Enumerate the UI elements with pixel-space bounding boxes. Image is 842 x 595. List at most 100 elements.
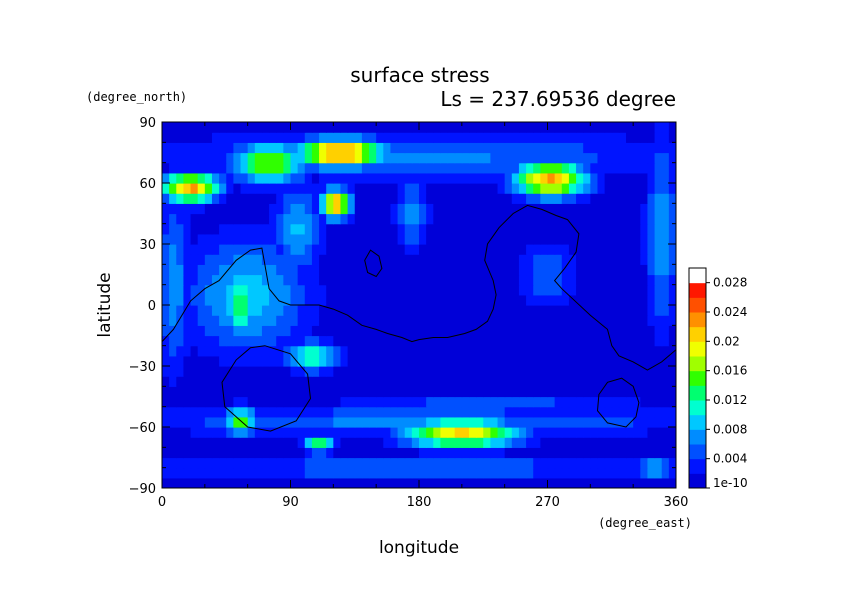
heat-cell xyxy=(576,447,584,459)
heat-cell xyxy=(411,345,420,357)
heat-cell xyxy=(197,172,206,184)
heat-cell xyxy=(326,172,334,184)
heat-cell xyxy=(219,152,227,164)
heat-cell xyxy=(219,406,227,418)
heat-cell xyxy=(169,203,177,215)
heat-cell xyxy=(604,437,613,448)
heat-cell xyxy=(369,345,377,357)
heat-cell xyxy=(319,386,327,398)
heat-cell xyxy=(461,162,470,174)
heat-cell xyxy=(333,264,342,276)
colorbar-swatch xyxy=(689,356,706,372)
heat-cell xyxy=(526,233,534,245)
heat-cell xyxy=(269,386,277,398)
heat-cell xyxy=(504,294,513,306)
heat-cell xyxy=(668,223,676,235)
heat-cell xyxy=(540,325,549,337)
heat-cell xyxy=(176,233,185,245)
heat-cell xyxy=(447,274,456,286)
heat-cell xyxy=(183,244,192,255)
heat-cell xyxy=(304,264,313,276)
heat-cell xyxy=(576,132,584,143)
heat-cell xyxy=(290,355,299,367)
heat-cell xyxy=(419,244,427,255)
heat-cell xyxy=(583,325,591,337)
heat-cell xyxy=(233,142,242,154)
heat-cell xyxy=(419,366,427,377)
heat-cell xyxy=(654,406,663,418)
heat-cell xyxy=(511,457,520,469)
heat-cell xyxy=(211,162,220,174)
heat-cell xyxy=(390,325,399,337)
heat-cell xyxy=(283,132,292,143)
heat-cell xyxy=(483,416,491,428)
heat-cell xyxy=(647,172,656,184)
heat-cell xyxy=(468,305,477,316)
heat-cell xyxy=(640,122,649,133)
heat-cell xyxy=(376,355,384,367)
heat-cell xyxy=(211,183,220,194)
heat-cell xyxy=(333,406,342,418)
heat-cell xyxy=(433,437,442,448)
heat-cell xyxy=(283,122,292,133)
heat-cell xyxy=(518,294,527,306)
heat-cell xyxy=(518,274,527,286)
heat-cell xyxy=(311,142,320,154)
heat-cell xyxy=(526,305,534,316)
heat-cell xyxy=(269,294,277,306)
heat-cell xyxy=(226,152,234,164)
heat-cell xyxy=(468,233,477,245)
heat-cell xyxy=(190,396,199,408)
heat-cell xyxy=(440,132,449,143)
heat-cell xyxy=(290,325,299,337)
heat-cell xyxy=(240,447,249,459)
heat-cell xyxy=(347,142,356,154)
heat-cell xyxy=(340,437,349,448)
heat-cell xyxy=(640,162,649,174)
heat-cell xyxy=(361,345,370,357)
heat-cell xyxy=(461,477,470,488)
heat-cell xyxy=(476,416,484,428)
heat-cell xyxy=(183,355,192,367)
heat-cell xyxy=(647,366,656,377)
heat-cell xyxy=(440,345,449,357)
heat-cell xyxy=(561,345,570,357)
heat-cell xyxy=(476,345,484,357)
heat-cell xyxy=(604,244,613,255)
heat-cell xyxy=(354,355,363,367)
heat-cell xyxy=(468,437,477,448)
heat-cell xyxy=(204,274,213,286)
heat-cell xyxy=(618,152,627,164)
heat-cell xyxy=(433,223,442,235)
heat-cell xyxy=(190,315,199,326)
heat-cell xyxy=(454,406,463,418)
heat-cell xyxy=(440,172,449,184)
heat-cell xyxy=(590,223,599,235)
heat-cell xyxy=(568,172,577,184)
heat-cell xyxy=(668,447,676,459)
heat-cell xyxy=(461,152,470,164)
heat-cell xyxy=(633,254,641,265)
heatmap-plot-area xyxy=(161,121,677,489)
heat-cell xyxy=(383,366,392,377)
heat-cell xyxy=(461,325,470,337)
heat-cell xyxy=(561,355,570,367)
heat-cell xyxy=(219,264,227,276)
heat-cell xyxy=(661,274,670,286)
heat-cell xyxy=(247,264,256,276)
heat-cell xyxy=(176,264,185,276)
heat-cell xyxy=(261,305,270,316)
heat-cell xyxy=(197,366,206,377)
heat-cell xyxy=(354,193,363,204)
heat-cell xyxy=(611,213,620,225)
heat-cell xyxy=(297,284,306,296)
heat-cell xyxy=(440,162,449,174)
heat-cell xyxy=(590,427,599,438)
heat-cell xyxy=(390,172,399,184)
heat-cell xyxy=(240,193,249,204)
heat-cell xyxy=(211,335,220,347)
heat-cell xyxy=(554,172,563,184)
heat-cell xyxy=(311,152,320,164)
heat-cell xyxy=(319,294,327,306)
heat-cell xyxy=(190,254,199,265)
